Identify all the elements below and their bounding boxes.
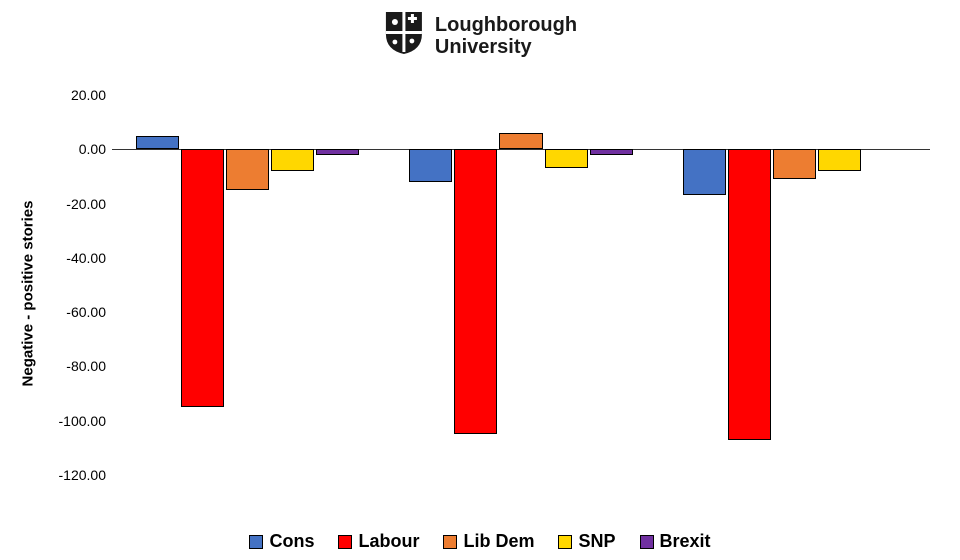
legend-label: Brexit [660,531,711,552]
bar [316,149,359,154]
legend-item: Labour [338,531,419,552]
y-tick-label: 20.00 [71,87,106,103]
legend-label: Cons [269,531,314,552]
brand-line2: University [435,36,577,58]
legend-swatch [558,535,572,549]
bar [136,136,179,150]
brand-header: Loughborough University [383,10,577,61]
chart: Negative - positive stories 20.000.00-20… [46,95,930,475]
bar [454,149,497,434]
legend-swatch [249,535,263,549]
bar [499,133,542,149]
bar [590,149,633,154]
bar [545,149,588,168]
legend-label: Lib Dem [463,531,534,552]
bar [409,149,452,182]
bar [818,149,861,171]
bar [728,149,771,439]
legend-swatch [640,535,654,549]
legend-item: Brexit [640,531,711,552]
legend-swatch [443,535,457,549]
bar [683,149,726,195]
legend-label: Labour [358,531,419,552]
bar [181,149,224,407]
bar [271,149,314,171]
bar [773,149,816,179]
y-tick-label: -120.00 [59,467,106,483]
y-tick-label: 0.00 [79,141,106,157]
y-tick-label: -20.00 [66,196,106,212]
y-tick-label: -100.00 [59,413,106,429]
y-tick-label: -80.00 [66,358,106,374]
brand-line1: Loughborough [435,14,577,36]
legend: Cons Labour Lib Dem SNP Brexit [0,531,960,552]
legend-item: SNP [558,531,615,552]
y-tick-label: -40.00 [66,250,106,266]
y-axis-label: Negative - positive stories [20,201,37,387]
legend-item: Lib Dem [443,531,534,552]
brand-text: Loughborough University [435,14,577,58]
plot-area: 20.000.00-20.00-40.00-60.00-80.00-100.00… [112,95,930,475]
y-tick-label: -60.00 [66,304,106,320]
legend-label: SNP [578,531,615,552]
bar [226,149,269,190]
legend-item: Cons [249,531,314,552]
shield-icon [383,10,425,61]
legend-swatch [338,535,352,549]
